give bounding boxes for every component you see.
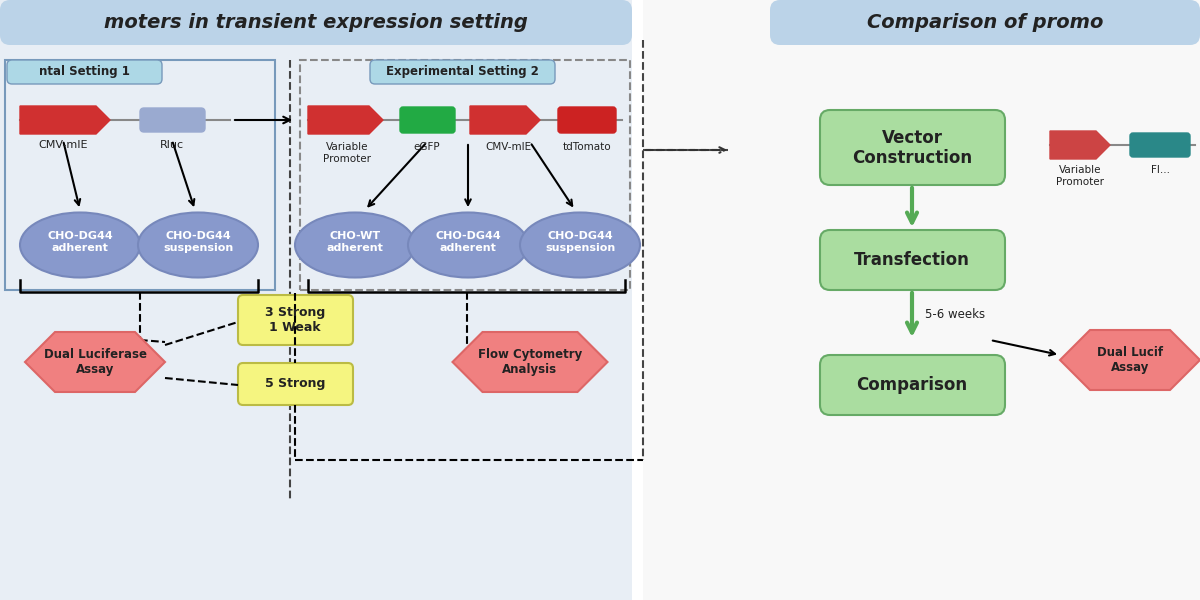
FancyBboxPatch shape [820, 355, 1006, 415]
FancyBboxPatch shape [7, 60, 162, 84]
FancyBboxPatch shape [643, 0, 1200, 600]
Text: Dual Luciferase
Assay: Dual Luciferase Assay [43, 348, 146, 376]
FancyBboxPatch shape [0, 0, 632, 600]
Polygon shape [25, 332, 166, 392]
FancyBboxPatch shape [820, 230, 1006, 290]
FancyBboxPatch shape [140, 108, 205, 132]
Text: CMV-mIE: CMV-mIE [38, 140, 88, 150]
Text: Comparison: Comparison [857, 376, 967, 394]
Text: CMV-mIE: CMV-mIE [485, 142, 532, 152]
Text: ntal Setting 1: ntal Setting 1 [38, 65, 130, 79]
Text: Vector
Construction: Vector Construction [852, 128, 972, 167]
Polygon shape [1060, 330, 1200, 390]
FancyBboxPatch shape [770, 0, 1200, 45]
FancyArrow shape [1050, 131, 1110, 159]
Text: Rluc: Rluc [160, 140, 184, 150]
Text: CHO-DG44
suspension: CHO-DG44 suspension [545, 231, 616, 253]
Text: Dual Lucif
Assay: Dual Lucif Assay [1097, 346, 1163, 374]
Text: eGFP: eGFP [414, 142, 440, 152]
FancyBboxPatch shape [370, 60, 554, 84]
Text: Variable
Promoter: Variable Promoter [1056, 165, 1104, 187]
Text: CHO-WT
adherent: CHO-WT adherent [326, 231, 384, 253]
Text: Variable
Promoter: Variable Promoter [323, 142, 371, 164]
FancyBboxPatch shape [238, 363, 353, 405]
Text: Transfection: Transfection [854, 251, 970, 269]
FancyArrow shape [20, 106, 110, 134]
FancyBboxPatch shape [558, 107, 616, 133]
Bar [300, 60, 630, 290]
FancyBboxPatch shape [0, 0, 632, 45]
Polygon shape [452, 332, 607, 392]
Text: 5-6 weeks: 5-6 weeks [925, 308, 985, 322]
FancyBboxPatch shape [820, 110, 1006, 185]
Text: CHO-DG44
suspension: CHO-DG44 suspension [163, 231, 233, 253]
Bar [5, 60, 275, 290]
FancyBboxPatch shape [1130, 133, 1190, 157]
Ellipse shape [295, 212, 415, 277]
Ellipse shape [408, 212, 528, 277]
FancyBboxPatch shape [400, 107, 455, 133]
Text: CHO-DG44
adherent: CHO-DG44 adherent [436, 231, 500, 253]
Text: tdTomato: tdTomato [563, 142, 611, 152]
Text: Fl...: Fl... [1151, 165, 1170, 175]
FancyArrow shape [308, 106, 383, 134]
Text: 3 Strong
1 Weak: 3 Strong 1 Weak [265, 306, 325, 334]
Ellipse shape [20, 212, 140, 277]
Text: moters in transient expression setting: moters in transient expression setting [104, 13, 528, 32]
Text: Experimental Setting 2: Experimental Setting 2 [385, 65, 539, 79]
Text: CHO-DG44
adherent: CHO-DG44 adherent [47, 231, 113, 253]
Text: Comparison of promo: Comparison of promo [866, 13, 1103, 32]
FancyArrow shape [470, 106, 540, 134]
Ellipse shape [138, 212, 258, 277]
Ellipse shape [520, 212, 640, 277]
Text: Flow Cytometry
Analysis: Flow Cytometry Analysis [478, 348, 582, 376]
Text: 5 Strong: 5 Strong [265, 377, 325, 391]
FancyBboxPatch shape [238, 295, 353, 345]
